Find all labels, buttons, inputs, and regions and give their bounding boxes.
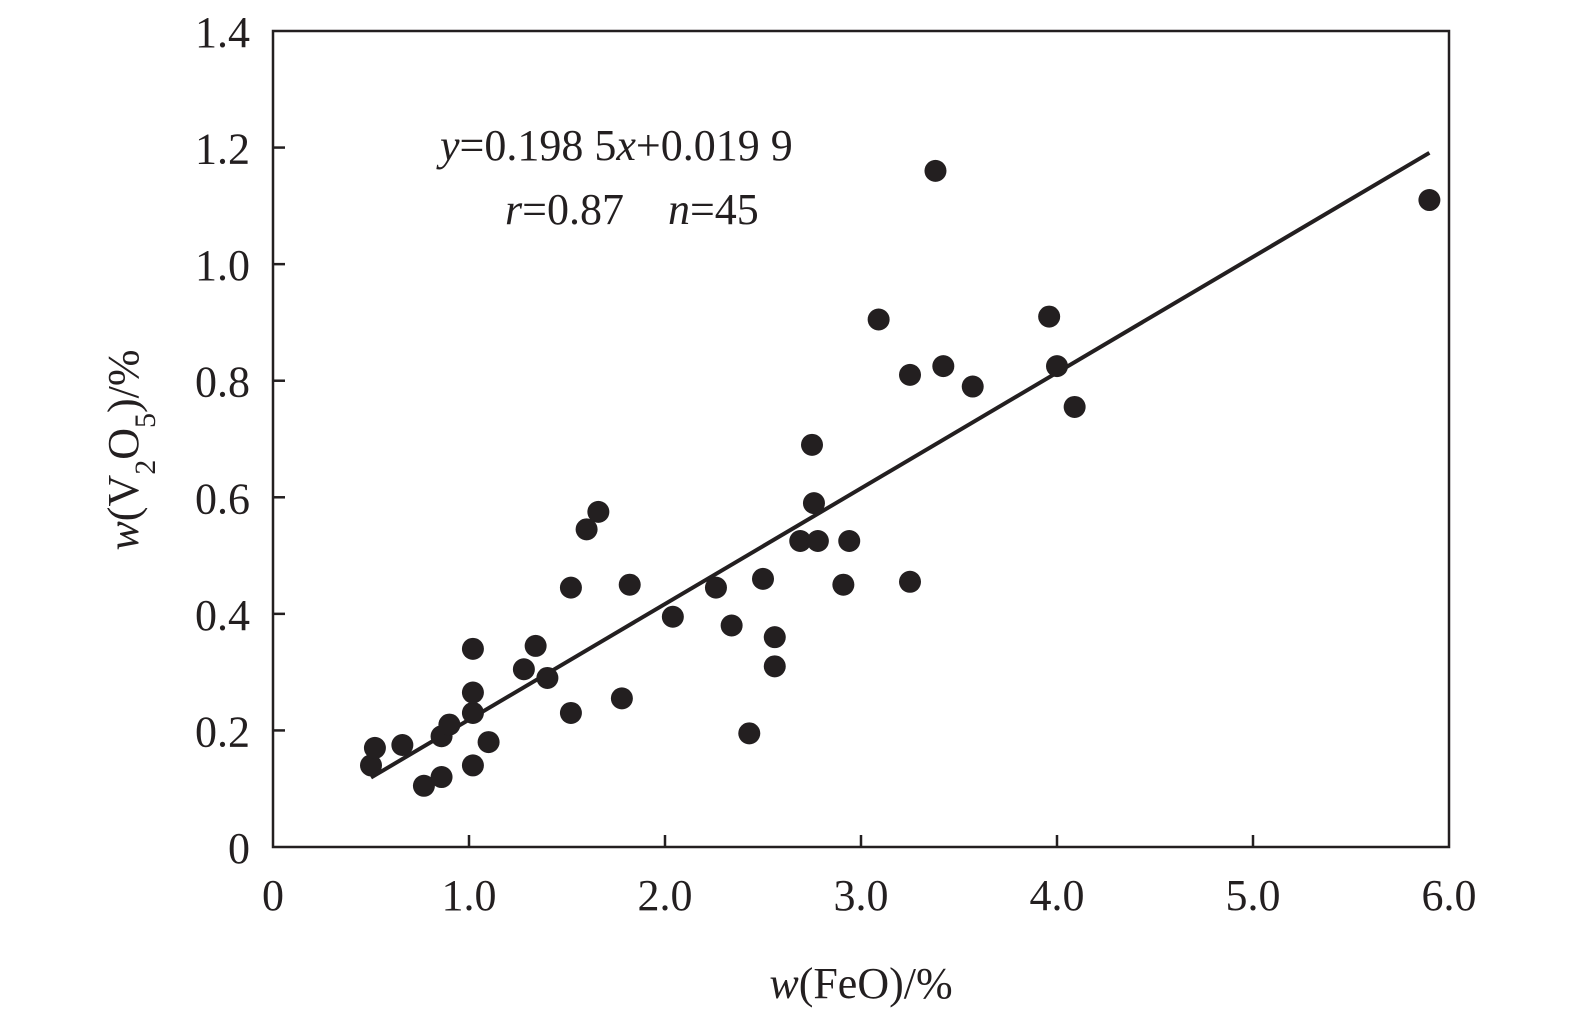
regression-line <box>369 151 1431 780</box>
data-point <box>559 576 582 599</box>
data-point <box>720 614 743 637</box>
data-point <box>587 500 610 523</box>
x-tick-label: 3.0 <box>834 871 889 920</box>
data-point <box>838 530 861 552</box>
regression-equation: y=0.198 5x+0.019 9 <box>436 121 793 170</box>
y-tick-label: 0.4 <box>195 591 250 640</box>
data-point <box>832 573 855 596</box>
x-axis-label: w(FeO)/% <box>769 959 952 1008</box>
data-point <box>461 637 484 660</box>
data-point <box>867 308 890 331</box>
data-point <box>801 433 823 456</box>
data-point <box>363 736 386 759</box>
data-point <box>512 658 535 681</box>
x-tick-label: 2.0 <box>638 871 693 920</box>
data-point <box>1418 189 1441 212</box>
y-axis: 0 0.2 0.4 0.6 0.8 1.0 1.2 1.4 <box>195 8 285 873</box>
y-tick-label: 0 <box>228 824 250 873</box>
data-point <box>461 754 484 777</box>
data-point <box>461 701 484 724</box>
data-point <box>559 701 582 724</box>
data-point <box>899 363 921 386</box>
data-point <box>932 355 955 378</box>
data-point <box>536 666 559 689</box>
data-point <box>412 774 435 797</box>
data-point <box>899 570 921 593</box>
y-tick-label: 1.4 <box>195 8 250 57</box>
data-point <box>763 626 786 649</box>
data-point <box>806 530 829 552</box>
x-axis: 0 1.0 2.0 3.0 4.0 5.0 6.0 <box>262 835 1477 920</box>
data-point <box>1046 355 1068 378</box>
y-tick-label: 1.0 <box>195 241 250 290</box>
data-point <box>430 766 453 789</box>
data-point <box>924 159 947 182</box>
x-tick-label: 5.0 <box>1226 871 1281 920</box>
data-point <box>1063 395 1086 418</box>
x-tick-label: 0 <box>262 871 284 920</box>
data-point <box>789 530 812 552</box>
x-tick-label: 6.0 <box>1422 871 1477 920</box>
x-tick-label: 4.0 <box>1030 871 1085 920</box>
y-tick-label: 0.6 <box>195 474 250 523</box>
data-point <box>524 634 547 657</box>
y-tick-label: 0.2 <box>195 707 250 756</box>
data-point <box>391 734 414 756</box>
data-point <box>618 573 641 596</box>
data-point <box>1038 305 1061 328</box>
data-point <box>704 576 727 599</box>
data-point <box>738 722 761 745</box>
regression-stats: r=0.87 n=45 <box>505 185 759 234</box>
data-point <box>763 655 786 678</box>
y-tick-label: 1.2 <box>195 125 250 174</box>
data-point <box>461 681 484 704</box>
y-tick-label: 0.8 <box>195 358 250 407</box>
y-axis-label: w(V2O5)/% <box>99 349 162 550</box>
data-point <box>360 754 382 777</box>
data-point <box>438 713 461 736</box>
data-point <box>575 518 598 541</box>
data-point <box>661 605 684 628</box>
data-point <box>610 687 633 710</box>
data-point <box>961 375 984 398</box>
data-point <box>752 567 774 590</box>
data-points <box>360 159 1441 797</box>
x-tick-label: 1.0 <box>442 871 497 920</box>
data-point <box>477 731 500 754</box>
data-point <box>802 492 825 515</box>
